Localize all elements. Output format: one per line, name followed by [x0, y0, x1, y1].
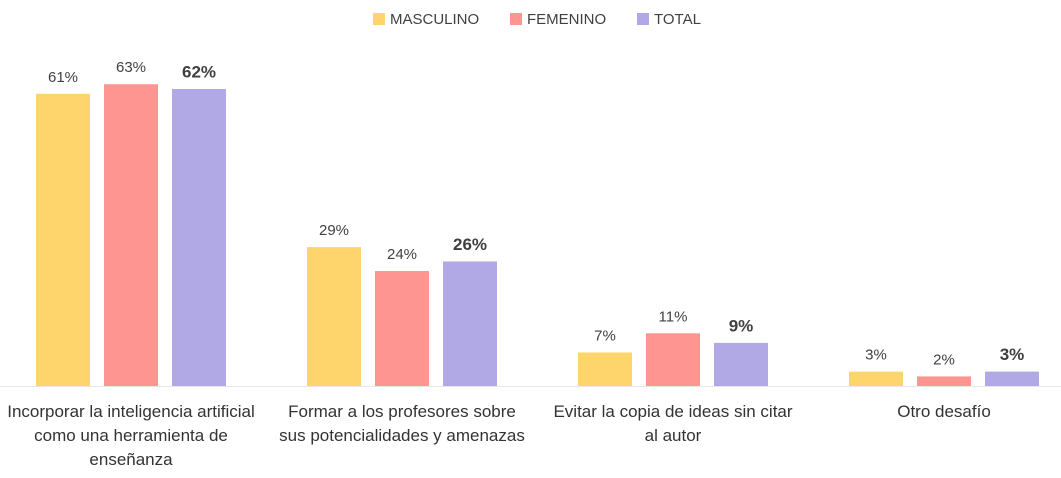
bar: [646, 333, 700, 386]
bar: [104, 84, 158, 386]
value-label: 24%: [387, 246, 417, 263]
category-label: Incorporar la inteligencia artificial co…: [7, 402, 255, 469]
bar: [36, 93, 90, 386]
value-label: 26%: [453, 235, 487, 254]
value-label: 11%: [659, 308, 688, 325]
bar: [172, 89, 226, 387]
legend-swatch: [373, 13, 385, 25]
value-label: 61%: [48, 69, 78, 86]
legend-label: FEMENINO: [527, 11, 606, 28]
bar: [849, 371, 903, 386]
bar: [917, 376, 971, 386]
bar: [985, 371, 1039, 386]
value-label: 63%: [116, 59, 146, 76]
bar: [307, 247, 361, 386]
bar: [375, 271, 429, 386]
bar: [578, 352, 632, 386]
legend-label: TOTAL: [654, 11, 701, 28]
category-label: Evitar la copia de ideas sin citar al au…: [553, 402, 793, 445]
legend-swatch: [637, 13, 649, 25]
legend-label: MASCULINO: [390, 11, 479, 28]
value-label: 9%: [729, 316, 754, 335]
legend-swatch: [510, 13, 522, 25]
value-label: 29%: [319, 222, 349, 239]
bar: [714, 342, 768, 386]
value-label: 3%: [1000, 345, 1025, 364]
value-label: 3%: [865, 347, 887, 364]
bar: [443, 261, 497, 386]
value-label: 2%: [933, 351, 955, 368]
value-label: 7%: [594, 327, 616, 344]
category-label: Otro desafío: [897, 402, 991, 421]
value-label: 62%: [182, 63, 216, 82]
category-label: Formar a los profesores sobre sus potenc…: [279, 402, 525, 445]
